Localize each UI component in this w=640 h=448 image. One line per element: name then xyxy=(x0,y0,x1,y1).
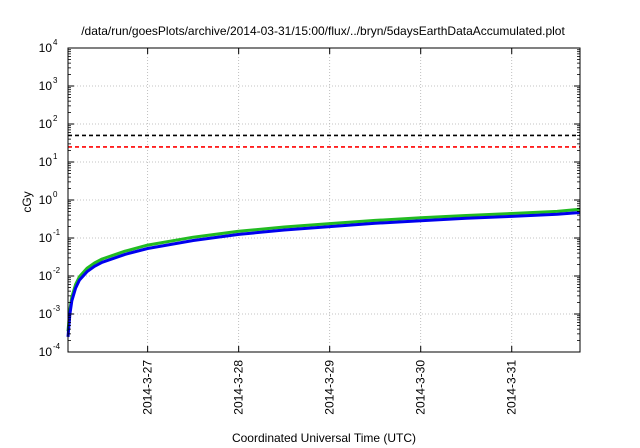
series-line-4 xyxy=(66,211,581,338)
y-tick-label-exponent: -1 xyxy=(53,228,61,237)
plot-frame xyxy=(67,47,581,353)
series-line-3 xyxy=(66,207,581,332)
x-tick-label: 2014-3-27 xyxy=(141,360,155,415)
y-tick-label-base: 10 xyxy=(39,345,53,359)
y-tick-label-base: 10 xyxy=(39,307,53,321)
x-tick-label: 2014-3-30 xyxy=(414,360,428,415)
y-tick-label-base: 10 xyxy=(39,155,53,169)
series-layer xyxy=(66,134,581,338)
x-tick-label: 2014-3-31 xyxy=(505,360,519,415)
y-tick-label-base: 10 xyxy=(39,41,53,55)
chart-title: /data/run/goesPlots/archive/2014-03-31/1… xyxy=(81,24,565,38)
y-axis-label: cGy xyxy=(20,191,34,212)
y-tick-label-base: 10 xyxy=(39,193,53,207)
y-tick-label-exponent: 0 xyxy=(53,190,58,199)
y-tick-label-exponent: 1 xyxy=(53,152,58,161)
y-tick-label-exponent: 2 xyxy=(53,114,58,123)
y-tick-label-exponent: 4 xyxy=(53,38,58,47)
y-tick-label-exponent: -3 xyxy=(53,304,61,313)
y-tick-label-base: 10 xyxy=(39,231,53,245)
x-axis-label: Coordinated Universal Time (UTC) xyxy=(232,431,416,445)
y-tick-label-base: 10 xyxy=(39,117,53,131)
y-tick-label-exponent: -4 xyxy=(53,342,61,351)
x-tick-label: 2014-3-28 xyxy=(232,360,246,415)
y-tick-label-base: 10 xyxy=(39,79,53,93)
grid-layer xyxy=(68,48,580,352)
y-tick-label-base: 10 xyxy=(39,269,53,283)
y-tick-label-exponent: 3 xyxy=(53,76,58,85)
y-tick-label-exponent: -2 xyxy=(53,266,61,275)
x-tick-label: 2014-3-29 xyxy=(323,360,337,415)
